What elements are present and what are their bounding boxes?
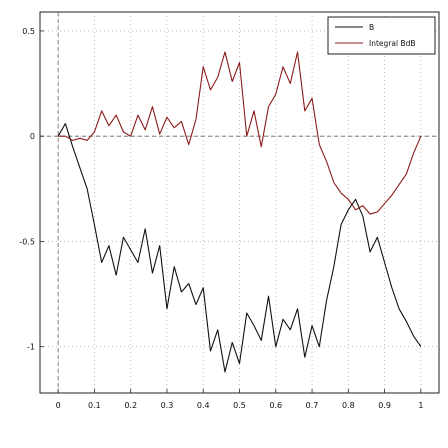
zero-reference-line bbox=[40, 12, 439, 393]
y-tick-label: -0.5 bbox=[19, 237, 35, 246]
legend: B Integral BdB bbox=[327, 16, 436, 55]
x-axis-ticks: 0 0.1 0.2 0.3 0.4 0.5 0.6 0.7 0.8 0.9 1 bbox=[56, 389, 423, 410]
x-tick-label: 0.3 bbox=[161, 401, 174, 410]
legend-label-integral: Integral BdB bbox=[369, 39, 415, 48]
x-tick-label: 0.1 bbox=[88, 401, 101, 410]
x-tick-label: 0 bbox=[56, 401, 61, 410]
x-tick-label: 0.7 bbox=[306, 401, 319, 410]
y-tick-label: 0.5 bbox=[22, 27, 35, 36]
x-tick-label: 0.8 bbox=[342, 401, 355, 410]
series-line-b bbox=[57, 123, 422, 373]
legend-label-b: B bbox=[369, 23, 374, 32]
legend-box bbox=[327, 16, 436, 55]
x-tick-label: 0.4 bbox=[197, 401, 210, 410]
x-tick-label: 0.5 bbox=[233, 401, 246, 410]
x-tick-label: 0.9 bbox=[378, 401, 391, 410]
series-layer bbox=[57, 51, 422, 373]
x-tick-label: 1 bbox=[418, 401, 423, 410]
x-tick-label: 0.6 bbox=[269, 401, 282, 410]
plot-frame bbox=[39, 11, 440, 394]
x-tick-label: 0.2 bbox=[124, 401, 137, 410]
y-tick-label: -1 bbox=[27, 343, 35, 352]
y-tick-label: 0 bbox=[30, 132, 35, 141]
series-line-integral-bdb bbox=[58, 51, 422, 215]
y-axis-ticks: -1 -0.5 0 0.5 bbox=[19, 27, 44, 352]
